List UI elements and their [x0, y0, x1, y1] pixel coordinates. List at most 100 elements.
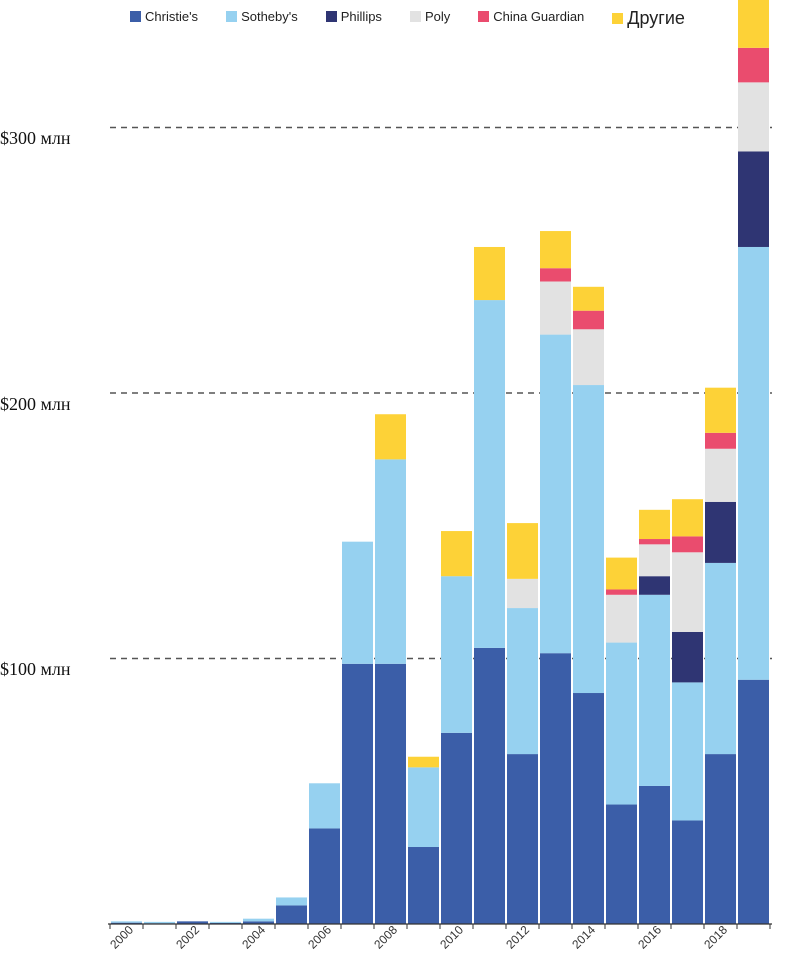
bar-2015-sotheby-s	[606, 642, 637, 805]
bar-2019-phillips	[738, 151, 769, 247]
bar-2012-sotheby-s	[507, 608, 538, 755]
bar-2009-christie-s	[408, 847, 439, 924]
bar-2013-china-guardian	[540, 268, 571, 282]
x-tick-label-2018: 2018	[701, 923, 730, 952]
bar-2000-christie-s	[111, 922, 142, 924]
x-tick-label-2008: 2008	[371, 923, 400, 952]
bar-2016-phillips	[639, 576, 670, 595]
legend-label-phillips: Phillips	[340, 9, 382, 24]
x-tick-label-2000: 2000	[107, 923, 136, 952]
bar-2016-другие	[639, 509, 670, 540]
bar-2005-christie-s	[276, 905, 307, 924]
legend-item-phillips: Phillips	[325, 9, 382, 24]
bar-2017-phillips	[672, 631, 703, 683]
bar-2013-poly	[540, 281, 571, 335]
legend-item-other: Другие	[612, 8, 685, 29]
bar-2019-sotheby-s	[738, 246, 769, 680]
bar-2012-другие	[507, 523, 538, 579]
bar-2013-christie-s	[540, 653, 571, 924]
bar-2019-china-guardian	[738, 47, 769, 83]
bar-2004-christie-s	[243, 921, 274, 924]
legend-label-china-guardian: China Guardian	[493, 9, 585, 24]
x-ticks: 2000 2002 2004 2006 2008 2010 2012 2014 2016 2018	[107, 923, 771, 952]
bar-2013-sotheby-s	[540, 334, 571, 654]
bar-2017-другие	[672, 499, 703, 537]
bar-2014-другие	[573, 286, 604, 311]
x-tick-label-2014: 2014	[569, 923, 598, 952]
legend: Christie's Sotheby's Phillips Poly China…	[130, 4, 685, 29]
bar-2017-christie-s	[672, 820, 703, 924]
legend-item-christies: Christie's	[130, 9, 198, 24]
bar-2011-sotheby-s	[474, 300, 505, 648]
bar-2004-sotheby-s	[243, 918, 274, 922]
bar-2010-christie-s	[441, 732, 472, 924]
bars	[111, 0, 769, 925]
legend-swatch-china-guardian	[478, 11, 490, 22]
bar-2019-christie-s	[738, 679, 769, 924]
bar-2015-christie-s	[606, 804, 637, 924]
bar-2006-christie-s	[309, 828, 340, 924]
bar-2011-другие	[474, 246, 505, 301]
bar-2018-poly	[705, 448, 736, 502]
bar-2012-poly	[507, 578, 538, 609]
bar-2011-christie-s	[474, 647, 505, 924]
bar-2014-christie-s	[573, 693, 604, 924]
bar-2002-christie-s	[177, 921, 208, 924]
x-tick-label-2010: 2010	[437, 923, 466, 952]
bar-2010-другие	[441, 531, 472, 577]
bar-2016-christie-s	[639, 785, 670, 924]
bar-2016-china-guardian	[639, 539, 670, 545]
bar-2008-другие	[375, 414, 406, 460]
bar-2014-china-guardian	[573, 310, 604, 330]
legend-swatch-poly	[409, 11, 421, 22]
bar-2000-sotheby-s	[111, 921, 142, 923]
bar-2017-china-guardian	[672, 536, 703, 553]
legend-label-sothebys: Sotheby's	[241, 9, 298, 24]
bar-2018-другие	[705, 387, 736, 433]
legend-item-sothebys: Sotheby's	[226, 9, 298, 24]
y-tick-label-200: $200 млн	[0, 394, 71, 414]
legend-item-poly: Poly	[409, 9, 451, 24]
bar-2018-christie-s	[705, 754, 736, 924]
legend-label-christies: Christie's	[145, 9, 199, 24]
x-tick-label-2002: 2002	[173, 923, 202, 952]
bar-2019-другие	[738, 0, 769, 48]
legend-item-china-guardian: China Guardian	[478, 9, 584, 24]
legend-swatch-other	[612, 13, 624, 24]
x-tick-label-2004: 2004	[239, 923, 268, 952]
legend-label-poly: Poly	[424, 9, 451, 24]
bar-2006-sotheby-s	[309, 783, 340, 829]
x-tick-label-2006: 2006	[305, 923, 334, 952]
bar-2008-sotheby-s	[375, 459, 406, 664]
bar-2015-другие	[606, 557, 637, 590]
y-tick-label-100: $100 млн	[0, 659, 71, 679]
bar-2016-poly	[639, 544, 670, 577]
bar-2017-poly	[672, 552, 703, 632]
bar-2007-sotheby-s	[342, 541, 373, 664]
bar-2005-sotheby-s	[276, 897, 307, 906]
legend-swatch-sothebys	[226, 11, 238, 22]
bar-2009-другие	[408, 756, 439, 768]
bar-2010-sotheby-s	[441, 576, 472, 733]
y-tick-label-300: $300 млн	[0, 128, 71, 148]
bar-2013-другие	[540, 231, 571, 269]
bar-2007-christie-s	[342, 663, 373, 924]
bar-2009-sotheby-s	[408, 767, 439, 848]
bar-2018-phillips	[705, 501, 736, 563]
bar-2008-christie-s	[375, 663, 406, 924]
bar-2017-sotheby-s	[672, 682, 703, 821]
bar-2014-poly	[573, 329, 604, 386]
bar-2012-christie-s	[507, 754, 538, 924]
x-tick-label-2012: 2012	[503, 923, 532, 952]
legend-label-other: Другие	[627, 8, 685, 28]
bar-2001-sotheby-s	[144, 921, 175, 924]
legend-swatch-phillips	[325, 11, 337, 22]
bar-2018-sotheby-s	[705, 562, 736, 755]
bar-2015-china-guardian	[606, 589, 637, 595]
bar-2019-poly	[738, 82, 769, 152]
bar-2015-poly	[606, 594, 637, 643]
bar-2018-china-guardian	[705, 432, 736, 449]
x-tick-label-2016: 2016	[635, 923, 664, 952]
legend-swatch-christies	[130, 11, 141, 22]
